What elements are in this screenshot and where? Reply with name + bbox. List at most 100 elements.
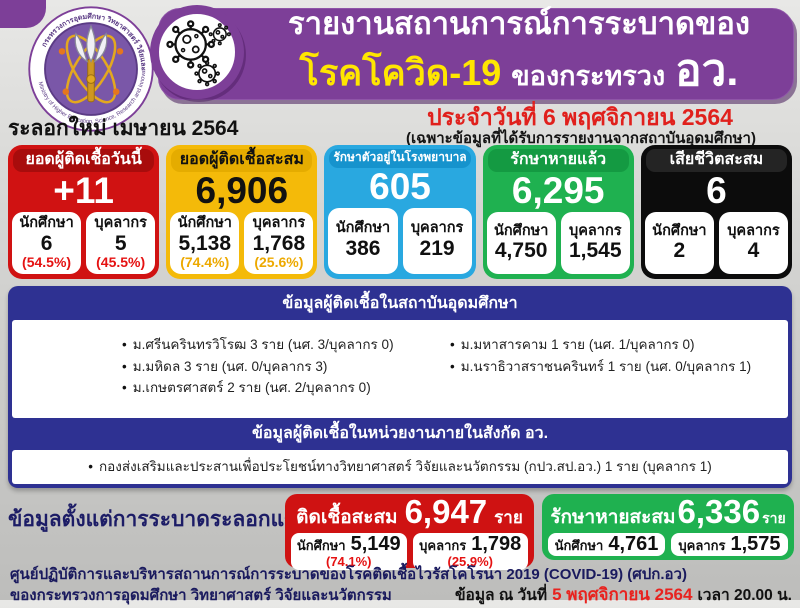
sub-value: 1,575 [730, 533, 781, 555]
virus-icon [150, 5, 244, 99]
sub-box-staff: บุคลากร 219 [402, 207, 472, 274]
bcard-value: 6,336 [677, 493, 761, 530]
detail-panel: ข้อมูลผู้ติดเชื้อในสถาบันอุดมศึกษา ม.ศรี… [8, 286, 792, 488]
list-item: กองส่งเสริมและประสานเพื่อประโยชน์ทางวิทย… [88, 456, 712, 478]
sub-label: บุคลากร [410, 220, 464, 237]
sub-box-staff: บุคลากร 1,545 [560, 212, 630, 274]
card-title: รักษาตัวอยู่ในโรงพยาบาล [329, 149, 471, 168]
card-value: 605 [369, 165, 431, 207]
sub-pct: (74.4%) [180, 253, 230, 270]
sub-box-students: นักศึกษา 5,138 (74.4%) [170, 212, 240, 274]
card-value: 6,906 [195, 170, 289, 212]
bcard-unit: ราย [762, 510, 786, 526]
stat-cards-row: ยอดผู้ติดเชื้อวันนี้ +11 นักศึกษา 6 (54.… [8, 145, 793, 279]
sub-value: 6 [40, 231, 53, 255]
bcard-unit: ราย [494, 508, 523, 527]
list-item: ม.มหิดล 3 ราย (นศ. 0/บุคลากร 3) [122, 356, 450, 378]
sub-label: บุคลากร [419, 538, 467, 553]
title-banner: รายงานสถานการณ์การระบาดของ โรคโควิด-19 ข… [158, 6, 794, 100]
list-item: ม.มหาสารคาม 1 ราย (นศ. 1/บุคลากร 0) [450, 334, 778, 356]
universities-section-title: ข้อมูลผู้ติดเชื้อในสถาบันอุดมศึกษา [282, 295, 518, 312]
universities-list: ม.ศรีนครินทรวิโรฒ 3 ราย (นศ. 3/บุคลากร 0… [12, 320, 788, 418]
sub-box-students: นักศึกษา 386 [328, 207, 398, 274]
card-value: 6,295 [511, 170, 605, 212]
bcard-value: 6,947 [404, 493, 488, 530]
report-title-covid: โรคโควิด-19 [299, 51, 502, 93]
agencies-section-title: ข้อมูลผู้ติดเชื้อในหน่วยงานภายในสังกัด อ… [251, 425, 549, 442]
sub-label: บุคลากร [569, 222, 622, 239]
report-date: ประจำวันที่ 6 พฤศจิกายน 2564 [427, 104, 733, 130]
card-hospitalized: รักษาตัวอยู่ในโรงพยาบาล 605 นักศึกษา 386… [324, 145, 476, 279]
card-new-cases-today: ยอดผู้ติดเชื้อวันนี้ +11 นักศึกษา 6 (54.… [8, 145, 160, 279]
sub-box-staff: บุคลากร 1,768 (25.6%) [244, 212, 314, 274]
agencies-list: กองส่งเสริมและประสานเพื่อประโยชน์ทางวิทย… [12, 450, 788, 484]
first-wave-recovered-card: รักษาหายสะสม 6,336 ราย นักศึกษา 4,761 บุ… [542, 494, 794, 560]
report-title-line1: รายงานสถานการณ์การระบาดของ [287, 6, 751, 42]
sub-box-students: นักศึกษา 4,750 [486, 212, 556, 274]
list-item: ม.ศรีนครินทรวิโรฒ 3 ราย (นศ. 3/บุคลากร 0… [122, 334, 450, 356]
sub-pct: (54.5%) [22, 253, 72, 270]
sub-label: นักศึกษา [296, 538, 346, 553]
footer-org-line1: ศูนย์ปฏิบัติการและบริหารสถานการณ์การระบา… [10, 566, 687, 583]
sub-box-students: นักศึกษา 5,149 (74.1%) [291, 533, 407, 570]
card-title: ยอดผู้ติดเชื้อวันนี้ [13, 149, 155, 173]
sub-value: 1,768 [252, 231, 306, 255]
report-title-ministry: อว. [675, 45, 739, 95]
sub-label: นักศึกษา [177, 214, 232, 231]
bcard-title: ติดเชื้อสะสม [296, 507, 398, 528]
asof-date: 5 พฤศจิกายน 2564 [552, 585, 693, 604]
sub-label: นักศึกษา [19, 214, 74, 231]
card-cumulative-cases: ยอดผู้ติดเชื้อสะสม 6,906 นักศึกษา 5,138 … [166, 145, 318, 279]
sub-value: 1,798 [471, 533, 522, 555]
sub-box-students: นักศึกษา 6 (54.5%) [12, 212, 82, 274]
list-item: ม.นราธิวาสราชนครินทร์ 1 ราย (นศ. 0/บุคลา… [450, 356, 778, 378]
report-date-note: (เฉพาะข้อมูลที่ได้รับการรายงานจากสถาบันอ… [406, 130, 756, 147]
sub-value: 219 [419, 237, 455, 261]
sub-box-staff: บุคลากร 5 (45.5%) [86, 212, 156, 274]
card-value: 6 [706, 170, 727, 212]
asof-prefix: ข้อมูล ณ วันที่ [454, 587, 548, 604]
universities-col-left: ม.ศรีนครินทรวิโรฒ 3 ราย (นศ. 3/บุคลากร 0… [122, 334, 450, 412]
universities-col-right: ม.มหาสารคาม 1 ราย (นศ. 1/บุคลากร 0) ม.นร… [450, 334, 778, 412]
sub-pct: (25.9%) [447, 554, 494, 569]
card-title: รักษาหายแล้ว [487, 149, 629, 173]
sub-label: นักศึกษา [335, 220, 391, 237]
card-recovered: รักษาหายแล้ว 6,295 นักศึกษา 4,750 บุคลาก… [482, 145, 634, 279]
card-title: ยอดผู้ติดเชื้อสะสม [171, 149, 313, 173]
sub-value: 4,761 [608, 533, 659, 555]
sub-box-staff: บุคลากร 1,798 (25.9%) [412, 533, 528, 570]
sub-box-staff: บุคลากร 4 [718, 212, 789, 274]
sub-value: 1,545 [568, 239, 622, 263]
sub-box-students: นักศึกษา 4,761 [548, 533, 665, 556]
first-wave-label: ข้อมูลตั้งแต่การระบาดระลอกแรก [8, 508, 309, 531]
sub-value: 2 [673, 239, 686, 263]
report-title-mid: ของกระทรวง [511, 60, 666, 91]
sub-value: 5,138 [178, 231, 232, 255]
sub-value: 5 [114, 231, 127, 255]
sub-label: บุคลากร [252, 214, 306, 231]
sub-value: 386 [345, 237, 381, 261]
card-title: เสียชีวิตสะสม [645, 149, 788, 173]
bcard-title: รักษาหายสะสม [550, 507, 676, 528]
sub-label: นักศึกษา [493, 222, 549, 239]
card-deaths: เสียชีวิตสะสม 6 นักศึกษา 2 บุคลากร 4 [640, 145, 793, 279]
wave-label: ระลอกใหม่ เมษายน 2564 [8, 117, 239, 140]
sub-label: บุคลากร [94, 214, 147, 231]
sub-label: บุคลากร [727, 222, 780, 239]
sub-label: นักศึกษา [652, 222, 707, 239]
asof-time: เวลา 20.00 น. [697, 587, 792, 604]
sub-pct: (74.1%) [325, 554, 372, 569]
sub-label: นักศึกษา [554, 538, 604, 553]
sub-box-staff: บุคลากร 1,575 [671, 533, 788, 556]
first-wave-cumulative-card: ติดเชื้อสะสม 6,947 ราย นักศึกษา 5,149 (7… [285, 493, 534, 570]
sub-value: 4,750 [494, 239, 548, 263]
list-item: ม.เกษตรศาสตร์ 2 ราย (นศ. 2/บุคลากร 0) [122, 377, 450, 399]
footer-org-line2: ของกระทรวงการอุดมศึกษา วิทยาศาสตร์ วิจัย… [10, 587, 392, 604]
data-as-of: ข้อมูล ณ วันที่ 5 พฤศจิกายน 2564 เวลา 20… [455, 581, 792, 608]
sub-pct: (45.5%) [96, 253, 146, 270]
card-value: +11 [53, 170, 114, 212]
sub-pct: (25.6%) [254, 253, 304, 270]
sub-value: 4 [747, 239, 760, 263]
sub-box-students: นักศึกษา 2 [644, 212, 714, 274]
sub-label: บุคลากร [678, 538, 726, 553]
